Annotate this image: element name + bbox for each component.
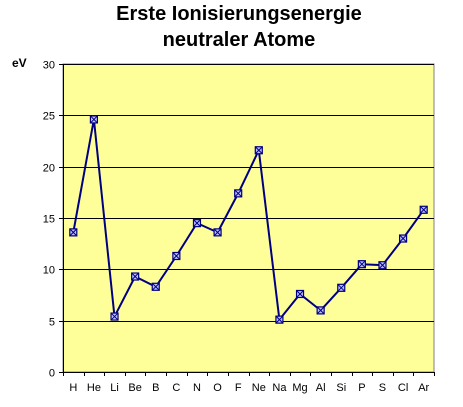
y-axis-unit-label: eV [12,56,27,70]
y-tick-label: 20 [43,163,55,175]
data-point-He [89,115,99,124]
data-point-Ar [419,205,428,214]
x-tick-label-Si: Si [336,382,346,394]
data-series [69,115,428,324]
data-point-N [192,219,202,228]
y-tick-label: 5 [49,317,55,329]
x-tick-label-S: S [379,382,386,394]
data-point-F [234,189,243,198]
data-point-P [357,260,366,269]
x-tick-label-C: C [172,382,180,394]
chart-title-line-2: neutraler Atome [163,29,316,51]
x-tick-label-Na: Na [272,382,287,394]
x-tick-label-Al: Al [316,382,326,394]
data-point-Cl [398,234,408,243]
x-tick-label-H: H [69,382,77,394]
y-tick-label: 15 [43,214,55,226]
x-tick-label-Mg: Mg [292,382,307,394]
y-tick-label: 10 [43,265,55,277]
data-point-Be [131,272,140,281]
data-point-S [378,261,387,270]
y-tick-label: 0 [49,368,55,380]
x-axis-tick-labels: H He Li Be B C N O F Ne Na Mg Al Si P S Cl Ar [69,382,429,394]
data-point-Mg [295,289,305,299]
y-axis-tick-labels: 0 5 10 15 20 25 30 [43,60,55,380]
axes [59,64,435,376]
x-tick-label-Be: Be [128,382,141,394]
x-tick-label-Cl: Cl [398,382,408,394]
data-point-Si [337,283,346,292]
x-tick-label-N: N [193,382,201,394]
data-point-Na [275,315,284,324]
chart-title-line-1: Erste Ionisierungsenergie [116,3,362,25]
x-tick-label-Ne: Ne [252,382,266,394]
x-tick-label-P: P [358,382,365,394]
x-tick-label-He: He [87,382,101,394]
data-point-C [172,251,181,261]
data-point-Al [316,306,325,315]
y-tick-label: 25 [43,111,55,123]
x-tick-label-O: O [213,382,222,394]
x-tick-label-B: B [152,382,159,394]
y-tick-label: 30 [43,60,55,72]
data-point-O [213,228,222,237]
data-point-Ne [254,146,263,155]
data-point-B [151,282,160,291]
data-point-Li [110,312,119,321]
gridlines [63,64,434,322]
x-tick-label-Ar: Ar [418,382,429,394]
x-tick-label-F: F [235,382,242,394]
x-tick-label-Li: Li [110,382,119,394]
data-point-H [69,228,78,237]
